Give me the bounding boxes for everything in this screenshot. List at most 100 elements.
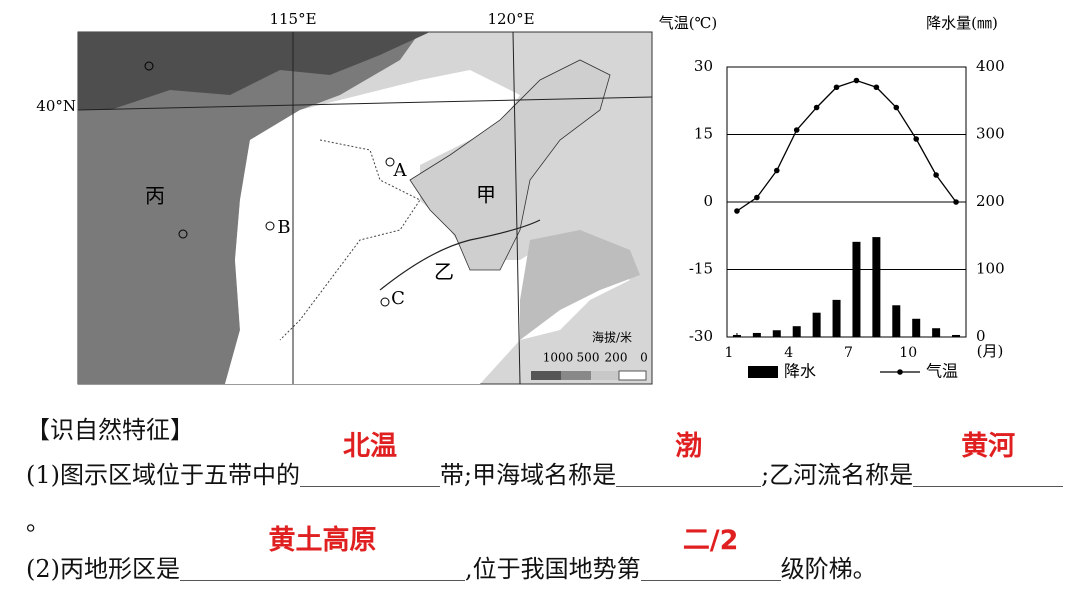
temp-point (853, 77, 860, 84)
answer: 黄土高原 (268, 525, 377, 556)
answer-blank: 二/2 (640, 526, 781, 581)
temp-line (736, 79, 957, 212)
point-marker (385, 157, 395, 167)
river (379, 219, 541, 291)
answer-blank: 黄土高原 (180, 526, 465, 581)
lon-label: 115°E (269, 10, 316, 28)
precip-bar (892, 305, 901, 337)
region-label: 乙 (434, 260, 454, 284)
temp-point (893, 104, 900, 111)
precip-bar (932, 328, 941, 337)
y2-tick-label: 400 (976, 57, 1005, 75)
heading: 【识自然特征】 (26, 416, 194, 444)
legend-level: 1000 (543, 351, 574, 365)
legend-swatch (591, 371, 619, 380)
temp-point (734, 208, 740, 214)
legend-title: 海拔/米 (592, 330, 632, 345)
temp-point (813, 104, 820, 111)
precip-bar (912, 318, 921, 337)
region-label: 丙 (145, 184, 165, 208)
legend-swatch (561, 371, 591, 380)
legend-swatch (897, 369, 903, 375)
question: (2)丙地形区是 黄土高原 ,位于我国地势第 二/2 级阶梯。 (26, 526, 1066, 593)
temp-point (793, 127, 800, 133)
question: (1)图示区域位于五带中的 北温带;甲海域名称是 渤 ;乙河流名称是 黄河。 (26, 432, 1066, 546)
answer: 二/2 (682, 525, 739, 556)
answer: 黄河 (961, 431, 1016, 462)
precip-bar (792, 326, 801, 337)
y-tick-label: 15 (694, 125, 713, 143)
precip-bar (952, 334, 961, 337)
precip-bar (732, 334, 741, 337)
question-text: 带;甲海域名称是 (440, 461, 617, 489)
questions: 【识自然特征】 (1)图示区域位于五带中的 北温 带;甲海域名称是渤 ;乙河流名称是黄… (26, 408, 1066, 593)
precip-bar (772, 330, 781, 337)
precip-bar (812, 312, 821, 337)
city-marker (144, 61, 154, 71)
point-label: C (391, 288, 405, 309)
precip-bar (852, 241, 861, 337)
x-axis-unit: (月) (977, 342, 1004, 360)
temp-point (913, 136, 920, 142)
highland (78, 32, 420, 384)
y2-tick-label: 300 (976, 125, 1005, 143)
region-label: 甲 (476, 183, 496, 207)
answer-blank: 渤 (616, 432, 762, 487)
precip-bar (872, 237, 881, 337)
y2-axis-title: 降水量(㎜) (926, 14, 998, 32)
point-marker (380, 297, 390, 307)
y-tick-label: -15 (689, 260, 713, 278)
precip-bar (752, 332, 761, 337)
lat-label: 40°N (36, 97, 76, 115)
question-text: ,位于我国地势第 (465, 555, 641, 583)
legend-swatch (618, 370, 647, 381)
precip-bar (832, 299, 841, 337)
meridian (512, 31, 521, 385)
question-text: (2)丙地形区是 (26, 555, 180, 583)
answer-blank: 北温 (300, 432, 440, 487)
y-axis-title: 气温(℃) (659, 14, 717, 32)
climate-chart: 气温(℃) 降水量(㎜) (月) -30-1501530010020030040… (659, 14, 1005, 381)
answer: 北温 (343, 431, 397, 462)
y2-tick-label: 100 (976, 260, 1005, 278)
temp-point (773, 167, 780, 174)
question-text: (1)图示区域位于五带中的 (26, 461, 300, 489)
mountain (78, 32, 430, 110)
legend-label: 降水 (784, 362, 816, 381)
x-tick-label: 1 (724, 345, 733, 361)
parallel (77, 96, 653, 111)
x-tick-label: 7 (844, 345, 853, 361)
temp-point (873, 84, 880, 91)
legend-level: 200 (605, 351, 628, 365)
city-marker (178, 229, 188, 239)
figure: 115°E 120°E 40°N 丙 甲 乙 A B C 海拔/米 1000 5… (36, 10, 1005, 385)
y2-tick-label: 0 (976, 327, 986, 345)
legend-swatch (748, 366, 778, 378)
y-tick-label: 30 (694, 57, 713, 75)
peninsula (520, 230, 640, 340)
temp-point (754, 194, 760, 201)
answer-blank: 黄河 (913, 432, 1064, 487)
y-tick-label: -30 (689, 327, 713, 345)
legend-swatch (531, 371, 561, 380)
y-tick-label: 0 (703, 192, 713, 210)
temp-point (833, 84, 840, 91)
boundary (279, 139, 421, 341)
question-text: 。 (26, 508, 50, 536)
x-tick-label: 10 (899, 345, 917, 361)
sea (409, 59, 611, 271)
question-text: 级阶梯。 (780, 555, 877, 583)
x-tick-label: 4 (784, 345, 793, 361)
temp-point (933, 172, 939, 178)
answer: 渤 (675, 431, 703, 462)
legend-label: 气温 (926, 362, 958, 381)
lon-label: 120°E (487, 10, 534, 28)
temp-point (953, 199, 959, 205)
legend-level: 500 (577, 351, 600, 365)
point-marker (265, 221, 275, 231)
map: 115°E 120°E 40°N 丙 甲 乙 A B C 海拔/米 1000 5… (36, 10, 653, 385)
legend-level: 0 (640, 351, 648, 365)
question-text: ;乙河流名称是 (761, 461, 914, 489)
y2-tick-label: 200 (976, 192, 1005, 210)
